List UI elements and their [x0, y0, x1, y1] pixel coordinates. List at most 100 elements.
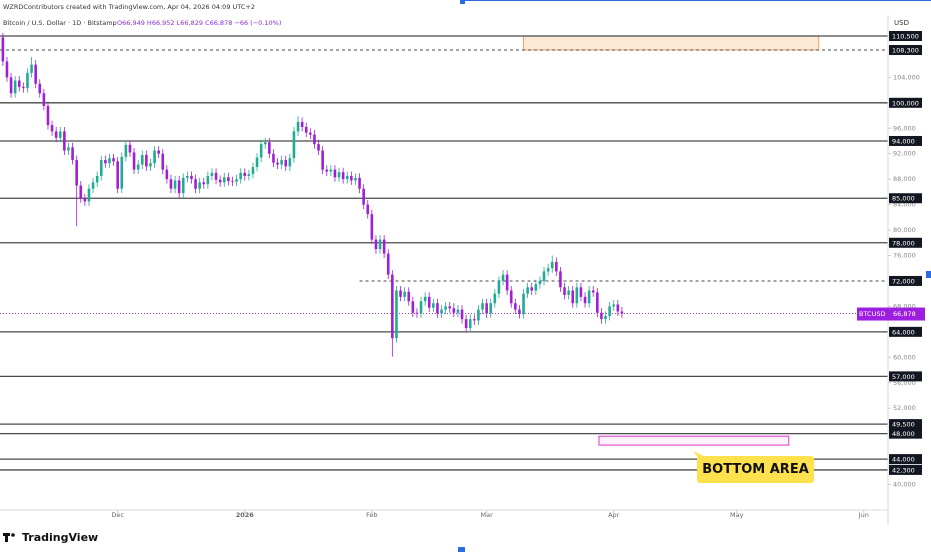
candle-body [235, 179, 238, 182]
candle-body [403, 291, 406, 297]
candle-body [140, 154, 144, 165]
candle-body [5, 61, 9, 78]
candle-body [522, 293, 525, 315]
candle-body [124, 144, 128, 157]
candle-body [415, 312, 419, 314]
y-tick-label: 88,000 [893, 175, 916, 183]
candle-body [325, 169, 329, 172]
candle-body [608, 306, 611, 316]
candle-body [481, 303, 484, 310]
zone [598, 435, 790, 446]
candle-body [616, 304, 620, 312]
candle-body [54, 131, 58, 138]
level-label-box [889, 44, 922, 55]
candle-body [157, 150, 160, 154]
candle-body [321, 150, 324, 170]
y-tick-label: 52,000 [893, 404, 916, 412]
candle-body [104, 160, 107, 164]
candle-body [149, 163, 152, 167]
candle-body [177, 180, 181, 194]
logo-mark [5, 533, 8, 542]
candle-body [112, 158, 115, 162]
candle-body [276, 162, 279, 165]
candle-body [350, 175, 353, 181]
candle-body [587, 290, 591, 304]
candle-body [194, 179, 197, 189]
candle-body [575, 287, 579, 304]
candle-body [559, 271, 562, 288]
candle-body [268, 142, 271, 154]
candle-body [464, 319, 468, 329]
candle-body [95, 175, 99, 183]
level-label-box [889, 326, 922, 337]
level-label: 85,000 [892, 195, 915, 203]
candle-body [514, 303, 517, 310]
candle-body [477, 309, 480, 321]
y-tick-label: 96,000 [893, 124, 916, 132]
candle-body [518, 309, 521, 315]
candle-body [354, 177, 357, 181]
level-label-box [889, 30, 922, 41]
level-label-box [889, 419, 922, 430]
candle-body [198, 182, 201, 189]
last-price-box [857, 307, 925, 321]
candle-body [75, 160, 78, 186]
candle-body [300, 121, 304, 127]
candle-body [333, 169, 337, 178]
candle-body [370, 214, 374, 240]
candle-body [280, 160, 283, 165]
candle-body [546, 268, 550, 272]
handle [460, 0, 465, 4]
level-label-box [889, 371, 922, 382]
candle-body [108, 158, 111, 164]
candle-body [251, 167, 255, 175]
level-label: 48,000 [892, 430, 915, 438]
y-tick-label: 68,000 [893, 302, 916, 310]
candle-body [382, 239, 386, 254]
level-label: 42,300 [892, 466, 915, 474]
candle-body [468, 319, 472, 329]
candle-body [419, 301, 423, 314]
candle-body [1, 37, 5, 62]
level-label-box [889, 97, 922, 108]
candle-body [395, 290, 398, 339]
candle-body [427, 296, 431, 308]
candle-body [263, 142, 267, 145]
candle-body [128, 144, 132, 153]
candle-body [206, 175, 210, 185]
handle [458, 547, 465, 552]
candle-body [497, 280, 501, 294]
candle-body [239, 172, 242, 180]
candle-body [210, 172, 214, 176]
x-tick-label: Jun [858, 511, 869, 519]
candle-body [473, 319, 476, 321]
candle-body [530, 287, 534, 291]
level-label-box [889, 428, 922, 439]
candle-body [341, 172, 345, 180]
candle-body [58, 131, 62, 138]
y-tick-label: 104,000 [893, 73, 920, 81]
candle-body [542, 271, 546, 281]
currency: USD [894, 19, 909, 27]
last-price-label: 66,878 [893, 310, 916, 318]
level-label-box [889, 135, 922, 146]
candle-body [366, 204, 370, 215]
logo-text: TradingView [22, 531, 98, 544]
candle-body [38, 83, 42, 94]
level-label: 64,000 [892, 328, 915, 336]
level-label: 78,000 [892, 239, 915, 247]
candle-body [71, 147, 74, 161]
y-tick-label: 76,000 [893, 252, 916, 260]
candle-body [243, 172, 247, 176]
candle-body [432, 303, 435, 308]
candle-body [173, 180, 177, 189]
ohlc: O66,949 H66,952 L66,829 C66,878 −66 (−0.… [117, 19, 281, 27]
y-tick-label: 56,000 [893, 379, 916, 387]
candle-body [46, 105, 50, 126]
candle-body [296, 121, 300, 132]
logo: TradingView [3, 531, 98, 544]
level-label: 49,500 [892, 421, 915, 429]
plot [0, 32, 888, 471]
candle-body [132, 152, 136, 170]
candle-body [493, 293, 497, 304]
